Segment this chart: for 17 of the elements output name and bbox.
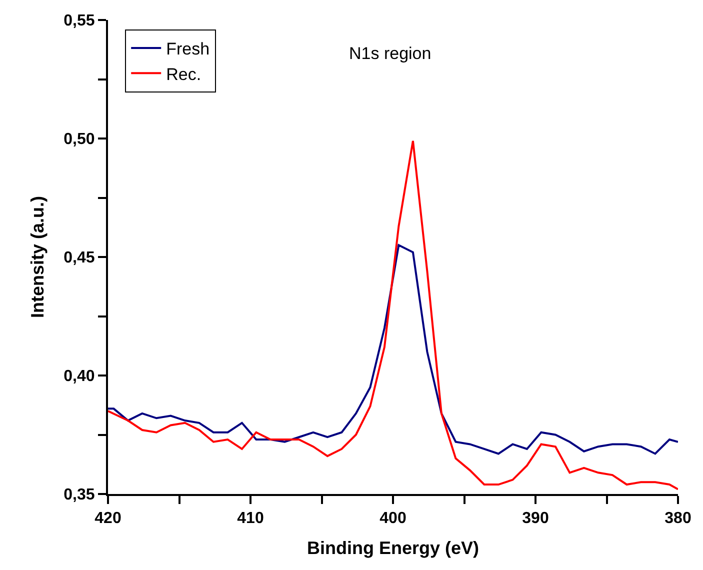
x-tick-label: 400: [380, 510, 406, 528]
y-axis-title: Intensity (a.u.): [27, 196, 48, 318]
x-tick-label: 380: [664, 510, 692, 528]
x-tick-label: 410: [237, 510, 264, 528]
y-tick-label: 0,40: [64, 368, 95, 386]
x-axis-title: Binding Energy (eV): [306, 538, 480, 558]
line-series: [108, 244, 678, 455]
legend-label: Rec.: [166, 64, 202, 84]
y-tick-label: 0,50: [64, 131, 95, 148]
x-tick-label: 390: [522, 510, 549, 528]
x-tick-label: 420: [94, 510, 122, 528]
y-tick-label: 0,45: [64, 250, 95, 267]
y-tick-label: 0,55: [64, 12, 95, 30]
annotation: N1s region: [349, 44, 432, 63]
legend-label: Fresh: [166, 40, 210, 59]
line-series: [108, 140, 678, 490]
y-tick-label: 0,35: [64, 486, 95, 504]
